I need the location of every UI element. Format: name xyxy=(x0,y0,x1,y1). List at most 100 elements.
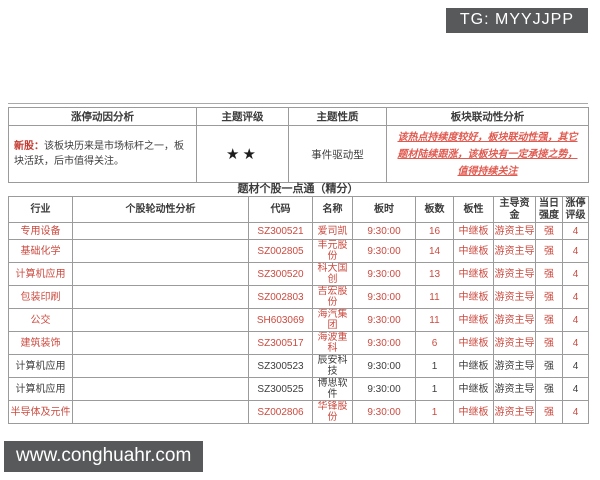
header-theme-rating: 主题评级 xyxy=(196,107,289,126)
cell-industry: 半导体及元件 xyxy=(8,400,73,424)
cause-label: 新股： xyxy=(14,140,44,152)
col-board-type: 板性 xyxy=(453,196,494,223)
cell-analysis xyxy=(72,331,249,355)
cell-analysis xyxy=(72,285,249,309)
cell-capital: 游资主导 xyxy=(493,331,536,355)
cell-industry: 建筑装饰 xyxy=(8,331,73,355)
cell-strength: 强 xyxy=(535,262,563,286)
cell-rating: 4 xyxy=(562,285,589,309)
cell-code: SZ002803 xyxy=(248,285,313,309)
cell-name: 海汽集团 xyxy=(312,308,353,332)
cell-code: SZ300523 xyxy=(248,354,313,378)
cell-code: SZ002805 xyxy=(248,239,313,263)
cell-rating: 4 xyxy=(562,262,589,286)
cell-time: 9:30:00 xyxy=(352,354,416,378)
cell-time: 9:30:00 xyxy=(352,308,416,332)
cell-code: SZ300521 xyxy=(248,222,313,240)
col-name: 名称 xyxy=(312,196,353,223)
cell-capital: 游资主导 xyxy=(493,377,536,401)
col-industry: 行业 xyxy=(8,196,73,223)
col-code: 代码 xyxy=(248,196,313,223)
header-limit-up-cause: 涨停动因分析 xyxy=(8,107,197,126)
cell-boards: 1 xyxy=(415,377,454,401)
cell-time: 9:30:00 xyxy=(352,400,416,424)
cell-board-type: 中继板 xyxy=(453,354,494,378)
cell-name: 华锋股份 xyxy=(312,400,353,424)
cell-board-type: 中继板 xyxy=(453,222,494,240)
cell-analysis xyxy=(72,400,249,424)
cell-name: 辰安科技 xyxy=(312,354,353,378)
col-day-strength: 当日强度 xyxy=(535,196,563,223)
table-row: 计算机应用 SZ300520 科大国创 9:30:00 13 中继板 游资主导 … xyxy=(8,262,589,286)
cell-boards: 1 xyxy=(415,400,454,424)
website-watermark: www.conghuahr.com xyxy=(4,441,204,472)
cell-boards: 1 xyxy=(415,354,454,378)
cell-industry: 基础化学 xyxy=(8,239,73,263)
cell-code: SZ002806 xyxy=(248,400,313,424)
cell-name: 科大国创 xyxy=(312,262,353,286)
cell-industry: 计算机应用 xyxy=(8,354,73,378)
cell-rating: 4 xyxy=(562,222,589,240)
table-row: 基础化学 SZ002805 丰元股份 9:30:00 14 中继板 游资主导 强… xyxy=(8,239,589,263)
cell-board-type: 中继板 xyxy=(453,308,494,332)
cell-boards: 13 xyxy=(415,262,454,286)
cell-rating: 4 xyxy=(562,400,589,424)
cell-board-type: 中继板 xyxy=(453,331,494,355)
cell-strength: 强 xyxy=(535,308,563,332)
table-row: 包装印刷 SZ002803 吉宏股份 9:30:00 11 中继板 游资主导 强… xyxy=(8,285,589,309)
top-divider-line xyxy=(8,103,588,104)
col-lead-capital: 主导资金 xyxy=(493,196,536,223)
section-title: 题材个股一点通（精分） xyxy=(237,183,359,195)
cell-time: 9:30:00 xyxy=(352,262,416,286)
cell-capital: 游资主导 xyxy=(493,222,536,240)
table-row: 专用设备 SZ300521 爱司凯 9:30:00 16 中继板 游资主导 强 … xyxy=(8,222,589,240)
cell-strength: 强 xyxy=(535,285,563,309)
cell-boards: 11 xyxy=(415,285,454,309)
cell-boards: 14 xyxy=(415,239,454,263)
cell-strength: 强 xyxy=(535,354,563,378)
stock-table: 行业 个股轮动性分析 代码 名称 板时 板数 板性 主导资金 当日强度 涨停评级… xyxy=(8,196,589,424)
cell-analysis xyxy=(72,262,249,286)
table-row: 计算机应用 SZ300523 辰安科技 9:30:00 1 中继板 游资主导 强… xyxy=(8,354,589,378)
table-row: 公交 SH603069 海汽集团 9:30:00 11 中继板 游资主导 强 4 xyxy=(8,308,589,332)
cell-rating: 4 xyxy=(562,239,589,263)
cell-board-type: 中继板 xyxy=(453,377,494,401)
cause-analysis-cell: 新股：该板块历来是市场标杆之一，板块活跃，后市值得关注。 xyxy=(8,125,197,183)
cell-code: SZ300517 xyxy=(248,331,313,355)
cell-rating: 4 xyxy=(562,377,589,401)
cell-board-type: 中继板 xyxy=(453,262,494,286)
cell-rating: 4 xyxy=(562,331,589,355)
cell-capital: 游资主导 xyxy=(493,400,536,424)
cell-name: 丰元股份 xyxy=(312,239,353,263)
cell-board-type: 中继板 xyxy=(453,400,494,424)
theme-nature-value: 事件驱动型 xyxy=(288,125,387,183)
cell-capital: 游资主导 xyxy=(493,354,536,378)
cell-strength: 强 xyxy=(535,331,563,355)
telegram-watermark: TG: MYYJJPP xyxy=(445,8,588,33)
header-theme-nature: 主题性质 xyxy=(288,107,387,126)
cell-capital: 游资主导 xyxy=(493,308,536,332)
cell-industry: 计算机应用 xyxy=(8,377,73,401)
cell-board-type: 中继板 xyxy=(453,285,494,309)
cell-analysis xyxy=(72,377,249,401)
cell-rating: 4 xyxy=(562,308,589,332)
cell-name: 爱司凯 xyxy=(312,222,353,240)
cell-capital: 游资主导 xyxy=(493,262,536,286)
cell-name: 海波重科 xyxy=(312,331,353,355)
cell-analysis xyxy=(72,222,249,240)
cell-rating: 4 xyxy=(562,354,589,378)
cell-strength: 强 xyxy=(535,239,563,263)
cell-code: SZ300525 xyxy=(248,377,313,401)
cell-time: 9:30:00 xyxy=(352,377,416,401)
col-board-count: 板数 xyxy=(415,196,454,223)
cell-code: SH603069 xyxy=(248,308,313,332)
cell-time: 9:30:00 xyxy=(352,331,416,355)
col-board-time: 板时 xyxy=(352,196,416,223)
stock-header-row: 行业 个股轮动性分析 代码 名称 板时 板数 板性 主导资金 当日强度 涨停评级 xyxy=(8,196,589,223)
cell-board-type: 中继板 xyxy=(453,239,494,263)
cell-industry: 包装印刷 xyxy=(8,285,73,309)
cell-capital: 游资主导 xyxy=(493,239,536,263)
cell-analysis xyxy=(72,239,249,263)
linkage-text: 该热点持续度较好，板块联动性强，其它题材陆续跟涨，该板块有一定承接之势，值得持续… xyxy=(397,131,578,177)
